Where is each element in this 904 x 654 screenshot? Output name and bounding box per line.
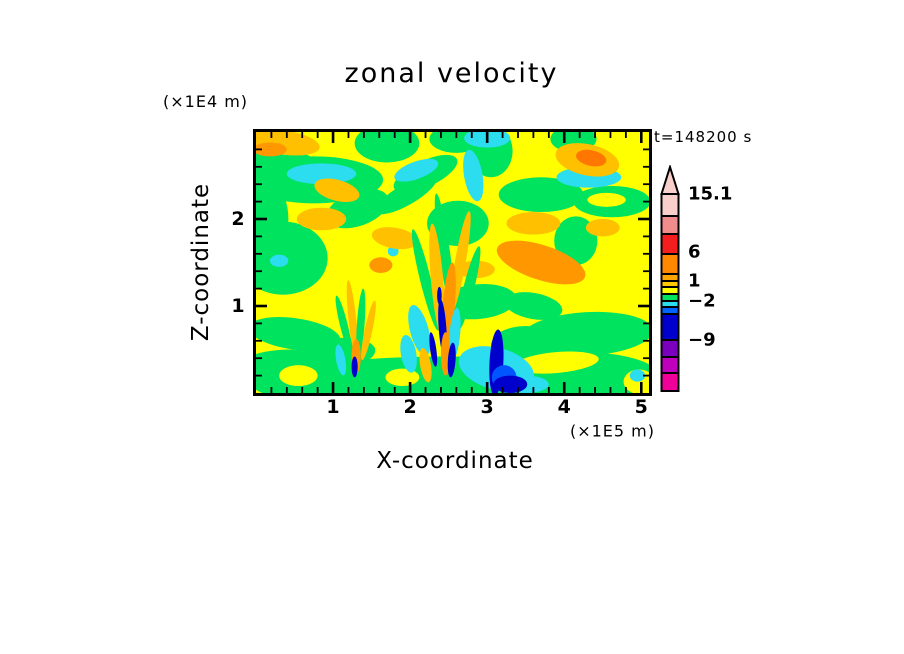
contour-blob bbox=[296, 207, 347, 231]
colorbar-segment bbox=[660, 313, 680, 341]
contour-blob bbox=[314, 178, 360, 203]
contour-blob bbox=[506, 212, 561, 235]
contour-blob bbox=[335, 344, 347, 376]
colorbar bbox=[660, 165, 680, 392]
colorbar-segment bbox=[660, 215, 680, 235]
contour-blob bbox=[354, 132, 420, 163]
contour-blob bbox=[400, 334, 417, 373]
time-label: t=148200 s bbox=[654, 128, 753, 146]
contour-blob bbox=[437, 286, 442, 305]
contour-blob bbox=[369, 257, 393, 273]
contour-blob bbox=[356, 288, 366, 359]
contour-blob bbox=[456, 246, 481, 331]
z-tick-label: 2 bbox=[231, 208, 245, 230]
contour-blob bbox=[346, 280, 358, 358]
colorbar-segment bbox=[660, 339, 680, 358]
contour-blob bbox=[419, 347, 432, 383]
contour-field bbox=[256, 132, 649, 393]
contour-blob bbox=[411, 229, 440, 331]
contour-blob bbox=[447, 342, 456, 378]
colorbar-segment bbox=[660, 193, 680, 217]
z-axis-unit-label: (×1E4 m) bbox=[163, 92, 249, 111]
x-tick-label: 2 bbox=[403, 396, 417, 418]
contour-blob bbox=[408, 305, 431, 356]
contour-blob bbox=[514, 351, 599, 374]
colorbar-tick-label: −9 bbox=[688, 329, 716, 351]
contour-blob bbox=[256, 142, 287, 157]
x-tick-label: 1 bbox=[326, 396, 340, 418]
field-blobs bbox=[256, 132, 649, 393]
contour-blob bbox=[498, 177, 584, 213]
colorbar-tick-label: −2 bbox=[688, 290, 716, 312]
x-tick-label: 3 bbox=[480, 396, 494, 418]
contour-blob bbox=[463, 149, 484, 202]
contour-blob bbox=[371, 227, 418, 250]
plot-area bbox=[253, 129, 652, 396]
colorbar-segment bbox=[660, 253, 680, 275]
contour-blob bbox=[394, 158, 439, 182]
colorbar-arrow bbox=[660, 165, 680, 195]
colorbar-segment bbox=[660, 356, 680, 374]
contour-blob bbox=[585, 219, 620, 237]
contour-blob bbox=[576, 149, 607, 167]
contour-blob bbox=[351, 356, 358, 378]
colorbar-segment bbox=[660, 372, 680, 392]
chart-title: zonal velocity bbox=[344, 58, 559, 89]
contour-blob bbox=[279, 365, 318, 387]
contour-blob bbox=[286, 163, 357, 185]
contour-blob bbox=[429, 332, 438, 367]
colorbar-labels: 15.1 6 1 −2 −9 bbox=[688, 165, 748, 405]
contour-blob bbox=[496, 240, 586, 285]
z-tick-label: 1 bbox=[231, 295, 245, 317]
z-axis-title: Z-coordinate bbox=[188, 182, 214, 342]
colorbar-segment bbox=[660, 273, 680, 282]
contour-blob bbox=[335, 295, 353, 355]
x-tick-label: 5 bbox=[634, 396, 648, 418]
contour-blob bbox=[629, 369, 646, 382]
contour-blob bbox=[269, 254, 289, 267]
contour-blob bbox=[361, 300, 376, 361]
contour-blob bbox=[504, 292, 563, 320]
colorbar-segment bbox=[660, 293, 680, 302]
colorbar-segment bbox=[660, 233, 680, 255]
x-axis-title: X-coordinate bbox=[376, 448, 534, 474]
x-axis-unit-label: (×1E5 m) bbox=[569, 421, 655, 441]
contour-blob bbox=[587, 192, 626, 207]
colorbar-segment bbox=[660, 306, 680, 315]
contour-blob bbox=[493, 375, 528, 393]
tick-marks bbox=[256, 132, 649, 393]
x-tick-label: 4 bbox=[557, 396, 571, 418]
colorbar-tick-label: 1 bbox=[688, 270, 701, 292]
colorbar-tick-label: 15.1 bbox=[688, 183, 733, 205]
contour-blob bbox=[385, 368, 420, 387]
colorbar-segment bbox=[660, 286, 680, 295]
colorbar-tick-label: 6 bbox=[688, 241, 701, 263]
